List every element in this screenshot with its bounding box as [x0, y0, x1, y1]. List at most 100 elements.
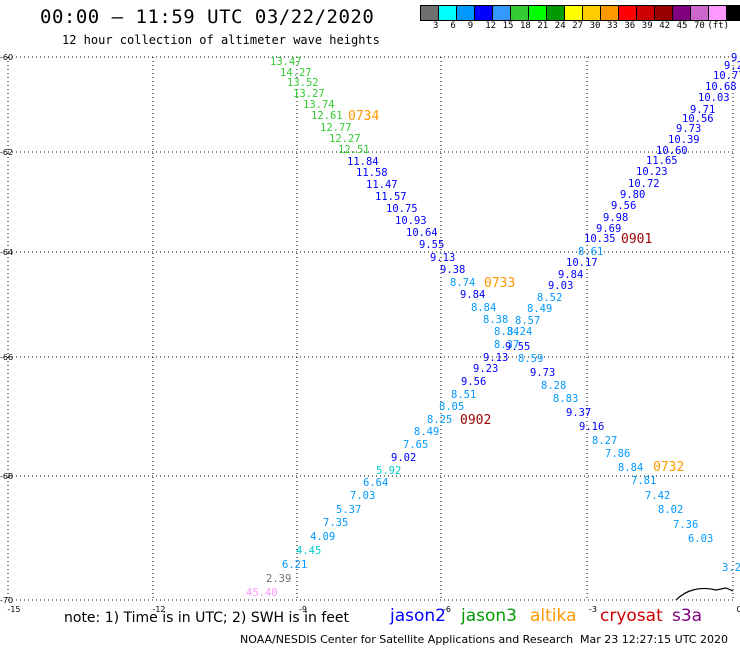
wave-height-value: 13.74 [303, 99, 335, 111]
credit-line: NOAA/NESDIS Center for Satellite Applica… [240, 633, 574, 646]
wave-height-value: 13.52 [287, 77, 319, 89]
wave-height-value: 4.45 [296, 545, 321, 557]
color-scale-label: 15 [502, 21, 514, 31]
color-scale-label: 42 [659, 21, 671, 31]
wave-height-value: 7.42 [645, 490, 670, 502]
wave-height-value: 10.75 [386, 203, 418, 215]
wave-height-value: 3.2 [722, 562, 740, 574]
wave-height-value: 2.39 [266, 573, 291, 585]
wave-height-value: 9.02 [391, 452, 416, 464]
legend-item: altika [530, 606, 577, 626]
color-scale-label: 30 [589, 21, 601, 31]
latitude-label: -66 [0, 353, 13, 362]
pass-id-label: 0733 [484, 276, 515, 291]
wave-height-value: 10.35 [584, 233, 616, 245]
wave-height-value: 14.27 [280, 67, 312, 79]
pass-id-label: 0902 [460, 413, 491, 428]
wave-height-value: 8.83 [553, 393, 578, 405]
wave-height-value: 12.61 [311, 110, 343, 122]
coastline [675, 587, 734, 601]
wave-height-value: 8.27 [592, 435, 617, 447]
wave-height-value: 7.86 [605, 448, 630, 460]
color-scale-label: 21 [537, 21, 549, 31]
wave-height-value: 10.77 [713, 70, 740, 82]
wave-height-value: 9 [731, 52, 737, 64]
legend-item: jason3 [461, 606, 517, 626]
wave-height-value: 11.65 [646, 155, 678, 167]
latitude-label: -68 [0, 472, 13, 481]
wave-height-value: 10.17 [566, 257, 598, 269]
wave-height-value: 10.56 [682, 113, 714, 125]
wave-height-value: 11.57 [375, 191, 407, 203]
wave-height-value: 9.56 [461, 376, 486, 388]
longitude-label: -3 [589, 605, 597, 614]
color-scale-bar [420, 5, 740, 21]
color-scale-label: 9 [467, 21, 474, 31]
wave-height-value: 9.13 [430, 252, 455, 264]
wave-height-value: 8.57 [515, 315, 540, 327]
wave-height-value: 10.03 [698, 92, 730, 104]
wave-height-value: 8.02 [658, 504, 683, 516]
wave-height-value: 9.2 [724, 60, 740, 72]
wave-height-value: 9.55 [505, 341, 530, 353]
legend-item: jason2 [390, 606, 446, 626]
longitude-label: -6 [443, 605, 451, 614]
pass-id-label: 0734 [348, 109, 379, 124]
map-grid [7, 56, 734, 601]
wave-height-value: 8.49 [414, 426, 439, 438]
wave-height-value: 9.37 [566, 407, 591, 419]
wave-height-value: 9.56 [611, 200, 636, 212]
track-a-values: 13.4714.2713.5213.2713.7412.6112.7712.27… [246, 56, 519, 599]
longitude-label: -9 [299, 605, 307, 614]
wave-height-value: 8.51 [451, 389, 476, 401]
wave-height-value: 11.47 [366, 179, 398, 191]
longitude-label: -12 [152, 605, 165, 614]
color-scale-labels: 3 6 9 12 15 18 21 24 27 30 33 36 39 42 45 70 (ft) [421, 21, 740, 35]
wave-height-value: 9.98 [603, 212, 628, 224]
color-swatch [726, 5, 740, 21]
wave-height-value: 4.09 [310, 531, 335, 543]
wave-height-value: 45.40 [246, 587, 278, 599]
page-title: 00:00 – 11:59 UTC 03/22/2020 [40, 6, 375, 28]
generated-timestamp: Mar 23 12:27:15 UTC 2020 [580, 633, 728, 646]
color-scale-label: 12 [485, 21, 497, 31]
track-b-values: 99.210.7710.6810.039.7110.569.7310.3910.… [505, 52, 740, 574]
footnote: note: 1) Time is in UTC; 2) SWH is in fe… [64, 610, 350, 626]
wave-height-value: 13.27 [293, 88, 325, 100]
wave-height-value: 10.64 [406, 227, 438, 239]
pass-id-labels: 0734 0733 0901 0902 0732 [348, 109, 684, 475]
wave-height-value: 8.84 [471, 302, 496, 314]
wave-height-value: 6.03 [688, 533, 713, 545]
latitude-label: -70 [0, 596, 13, 605]
wave-height-value: 8.84 [618, 462, 643, 474]
color-scale-label: 33 [607, 21, 618, 31]
latitude-label: -64 [0, 248, 13, 257]
wave-height-value: 8.38 [483, 314, 508, 326]
wave-height-value: 11.84 [347, 156, 379, 168]
wave-height-value: 7.35 [323, 517, 348, 529]
wave-height-value: 9.38 [440, 264, 465, 276]
wave-height-value: 8.59 [518, 353, 543, 365]
wave-height-value: 8.52 [537, 292, 562, 304]
pass-id-label: 0901 [621, 232, 652, 247]
wave-height-value: 9.71 [690, 104, 715, 116]
pass-id-label: 0732 [653, 460, 684, 475]
legend-item: s3a [672, 606, 703, 626]
axis-labels: -60 -62 -64 -66 -68 -70-15 -12 -9 -6 -3 0 [0, 53, 740, 614]
latitude-label: -62 [0, 148, 13, 157]
color-scale-label: 70 [694, 21, 705, 31]
wave-height-value: 6.21 [282, 559, 307, 571]
color-scale-label: (ft) [707, 21, 730, 31]
wave-height-value: 7.81 [631, 475, 656, 487]
wave-height-value: 12.77 [320, 122, 352, 134]
latitude-label: -60 [0, 53, 13, 62]
wave-height-value: 11.58 [356, 167, 388, 179]
wave-height-value: 9.73 [676, 123, 701, 135]
wave-height-value: 6.64 [363, 477, 388, 489]
wave-height-value: 8.49 [527, 303, 552, 315]
wave-height-value: 10.60 [656, 145, 688, 157]
wave-height-value: 12.27 [329, 133, 361, 145]
color-scale-label: 18 [520, 21, 531, 31]
wave-height-value: 9.16 [579, 421, 604, 433]
